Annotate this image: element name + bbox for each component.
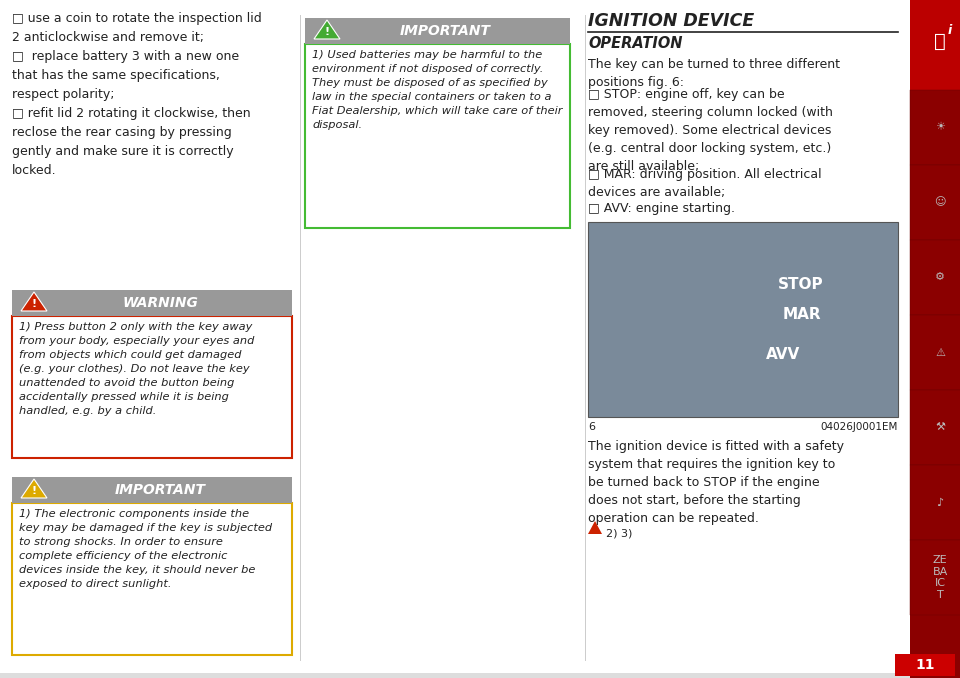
FancyBboxPatch shape	[0, 673, 960, 678]
Text: ⚙: ⚙	[935, 273, 945, 283]
Text: ☀: ☀	[935, 123, 945, 132]
Text: !: !	[32, 486, 36, 496]
Text: ⚠: ⚠	[935, 348, 945, 357]
Text: 04026J0001EM: 04026J0001EM	[821, 422, 898, 432]
FancyBboxPatch shape	[895, 654, 955, 676]
FancyBboxPatch shape	[910, 0, 960, 90]
Text: STOP: STOP	[778, 277, 824, 292]
Text: !: !	[324, 27, 329, 37]
Text: ZE
BA
IC
T: ZE BA IC T	[932, 555, 948, 600]
FancyBboxPatch shape	[588, 222, 898, 417]
Text: IGNITION DEVICE: IGNITION DEVICE	[588, 12, 755, 30]
FancyBboxPatch shape	[910, 465, 960, 540]
Text: WARNING: WARNING	[122, 296, 198, 310]
Text: 11: 11	[915, 658, 935, 672]
Text: ☺: ☺	[934, 197, 946, 207]
Polygon shape	[314, 20, 340, 39]
FancyBboxPatch shape	[305, 44, 570, 228]
FancyBboxPatch shape	[910, 240, 960, 315]
Text: □ use a coin to rotate the inspection lid
2 anticlockwise and remove it;
□  repl: □ use a coin to rotate the inspection li…	[12, 12, 262, 177]
FancyBboxPatch shape	[910, 0, 960, 678]
Text: 🚗: 🚗	[934, 31, 946, 50]
Text: □ STOP: engine off, key can be
removed, steering column locked (with
key removed: □ STOP: engine off, key can be removed, …	[588, 88, 833, 173]
Text: IMPORTANT: IMPORTANT	[400, 24, 491, 38]
Text: 1) Press button 2 only with the key away
from your body, especially your eyes an: 1) Press button 2 only with the key away…	[19, 322, 254, 416]
Text: IMPORTANT: IMPORTANT	[114, 483, 205, 497]
Text: !: !	[32, 299, 36, 309]
FancyBboxPatch shape	[305, 18, 570, 44]
Polygon shape	[21, 292, 47, 311]
FancyBboxPatch shape	[12, 477, 292, 503]
FancyBboxPatch shape	[910, 390, 960, 465]
FancyBboxPatch shape	[910, 315, 960, 390]
Polygon shape	[588, 521, 602, 534]
FancyBboxPatch shape	[910, 90, 960, 165]
Polygon shape	[21, 479, 47, 498]
Text: ♪: ♪	[936, 498, 944, 508]
FancyBboxPatch shape	[12, 503, 292, 655]
Text: □ MAR: driving position. All electrical
devices are available;: □ MAR: driving position. All electrical …	[588, 168, 822, 199]
Text: i: i	[948, 24, 952, 37]
Text: □ AVV: engine starting.: □ AVV: engine starting.	[588, 202, 735, 215]
Text: MAR: MAR	[783, 307, 822, 322]
Text: 2) 3): 2) 3)	[606, 528, 633, 538]
Text: 1) The electronic components inside the
key may be damaged if the key is subject: 1) The electronic components inside the …	[19, 509, 272, 589]
Text: The ignition device is fitted with a safety
system that requires the ignition ke: The ignition device is fitted with a saf…	[588, 440, 844, 525]
FancyBboxPatch shape	[910, 165, 960, 240]
Text: The key can be turned to three different
positions fig. 6:: The key can be turned to three different…	[588, 58, 840, 89]
Text: OPERATION: OPERATION	[588, 36, 683, 51]
FancyBboxPatch shape	[910, 540, 960, 615]
FancyBboxPatch shape	[12, 316, 292, 458]
Text: 1) Used batteries may be harmful to the
environment if not disposed of correctly: 1) Used batteries may be harmful to the …	[312, 50, 563, 130]
Text: 6: 6	[588, 422, 595, 432]
Text: AVV: AVV	[766, 347, 801, 362]
FancyBboxPatch shape	[12, 290, 292, 316]
Text: ⚒: ⚒	[935, 422, 945, 433]
